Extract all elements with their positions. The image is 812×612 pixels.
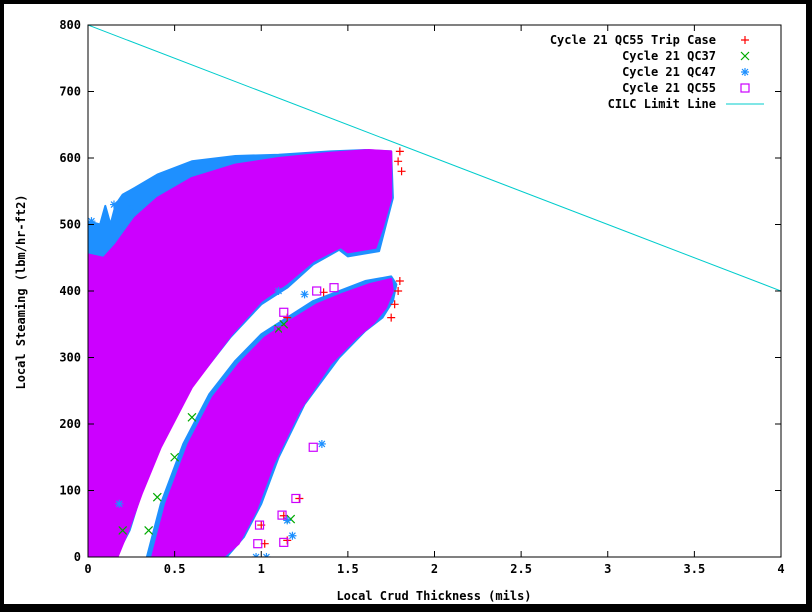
data-point [127,203,136,212]
data-point [300,290,309,299]
x-tick-label: 2 [431,562,438,576]
data-point [283,516,292,525]
x-tick-label: 0 [84,562,91,576]
x-axis-title: Local Crud Thickness (mils) [336,589,531,603]
data-point [394,157,403,166]
point-cluster [88,149,393,557]
x-tick-label: 1 [258,562,265,576]
data-point [395,147,404,156]
y-tick-label: 0 [74,550,81,564]
data-point [312,286,322,296]
y-tick-label: 400 [59,284,81,298]
legend-marker [741,36,749,44]
y-axis-title: Local Steaming (lbm/hr-ft2) [14,194,28,389]
data-point [274,324,283,334]
data-points [88,147,406,557]
data-point [277,510,287,520]
x-tick-label: 3 [604,562,611,576]
x-tick-label: 0.5 [164,562,186,576]
data-point [115,499,124,508]
data-point [88,217,96,226]
data-point [394,287,403,295]
data-point [279,537,289,547]
legend-label: Cycle 21 QC37 [622,49,716,63]
x-tick-label: 1.5 [337,562,359,576]
data-point [397,167,406,176]
plot-frame: 0 0.5 1 1.5 2 2.5 3 3.5 4 0 100 200 300 400 500 600 700 8… [4,4,806,604]
data-point [395,277,404,286]
data-point [170,452,180,462]
data-point [187,412,197,422]
data-point [254,520,265,530]
x-tick-label: 2.5 [510,562,532,576]
data-point [274,287,283,295]
data-point [387,313,396,322]
cilc-limit-line [88,25,781,292]
point-cluster [151,278,394,557]
y-tick-label: 300 [59,351,81,365]
legend-label: Cycle 21 QC55 [622,81,716,95]
y-tick-label: 600 [59,151,81,165]
data-point [308,442,318,452]
legend-marker [740,51,750,61]
data-point-clusters [88,149,398,557]
data-point [109,525,119,536]
data-point [109,200,118,209]
data-point [273,326,284,336]
legend-marker [740,83,750,93]
y-tick-label: 200 [59,417,81,431]
series-lines [88,25,781,292]
y-tick-label: 500 [59,218,81,232]
scatter-chart: 0 0.5 1 1.5 2 2.5 3 3.5 4 0 100 200 300 400 500 600 700 8… [14,18,785,603]
legend-label: Cycle 21 QC55 Trip Case [550,33,716,47]
data-point [390,300,399,309]
axis-ticks: 0 0.5 1 1.5 2 2.5 3 3.5 4 0 100 200 300 400 500 600 700 8… [59,18,784,576]
data-point [253,539,263,549]
data-point [317,439,326,448]
x-tick-label: 4 [777,562,784,576]
y-tick-label: 800 [59,18,81,32]
legend-label: Cycle 21 QC47 [622,65,716,79]
legend: Cycle 21 QC55 Trip Case Cycle 21 QC37 Cycl… [550,33,764,111]
y-tick-label: 700 [59,85,81,99]
data-point [279,307,289,317]
data-point [329,283,339,293]
data-point [144,525,154,535]
x-tick-label: 3.5 [684,562,706,576]
data-point [288,531,297,540]
legend-label: CILC Limit Line [608,97,716,111]
legend-marker [741,68,749,76]
data-point [291,493,301,504]
data-point [118,525,128,535]
y-tick-label: 100 [59,484,81,498]
data-point [152,492,162,502]
